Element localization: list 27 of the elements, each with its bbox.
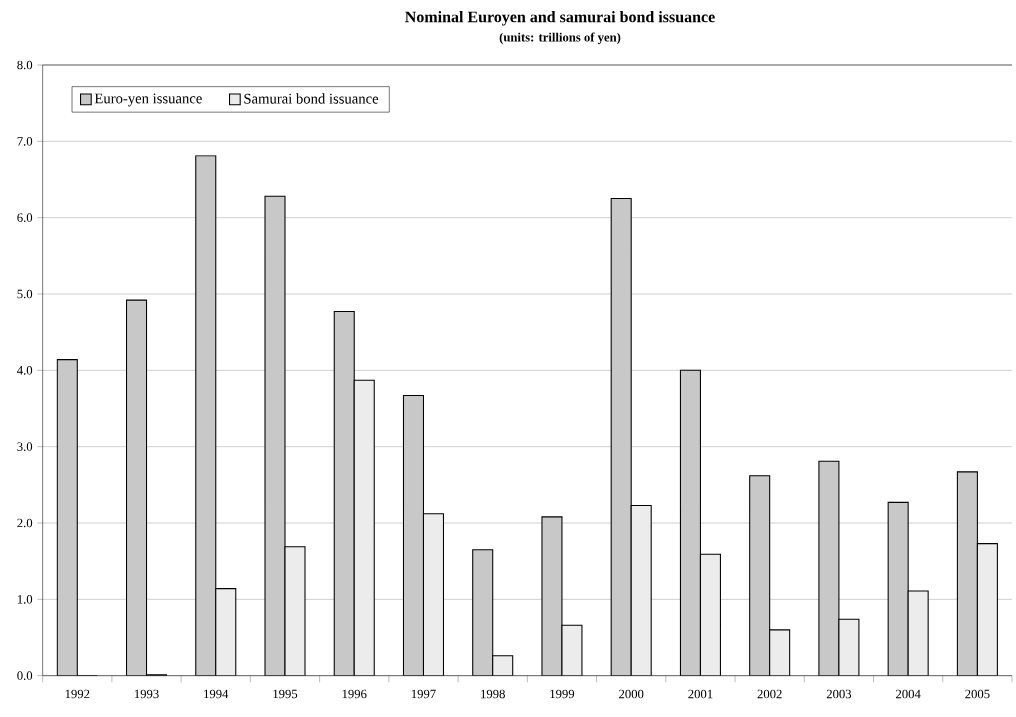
x-tick-label: 2004 xyxy=(896,689,921,699)
legend-label: Euro-yen issuance xyxy=(94,93,202,107)
x-tick-label: 2003 xyxy=(826,689,852,699)
y-tick-label: 7.0 xyxy=(17,137,33,146)
y-tick-label: 6.0 xyxy=(17,213,33,222)
x-tick-label: 1997 xyxy=(411,689,436,699)
x-tick-label: 2001 xyxy=(688,689,713,699)
y-tick-label: 3.0 xyxy=(17,442,33,451)
y-tick-label: 0.0 xyxy=(17,671,33,680)
x-tick-label: 1999 xyxy=(550,689,575,699)
x-tick-label: 2002 xyxy=(757,689,782,699)
x-tick-label: 1998 xyxy=(481,689,505,699)
x-tick-label: 1992 xyxy=(65,689,90,699)
x-tick-label: 2005 xyxy=(965,689,990,699)
y-tick-label: 4.0 xyxy=(17,366,33,375)
x-tick-label: 2000 xyxy=(619,689,644,699)
x-tick-label: 1994 xyxy=(204,689,229,699)
chart-subtitle: (units: trillions of yen) xyxy=(499,32,621,45)
legend-label: Samurai bond issuance xyxy=(244,93,379,104)
x-tick-label: 1993 xyxy=(134,689,159,699)
chart-title: Nominal Euroyen and samurai bond issuance xyxy=(405,11,715,26)
y-tick-label: 1.0 xyxy=(17,595,33,604)
y-tick-label: 8.0 xyxy=(17,60,33,70)
x-tick-label: 1995 xyxy=(273,689,298,699)
y-tick-label: 5.0 xyxy=(17,289,33,299)
y-tick-label: 2.0 xyxy=(17,518,33,528)
x-tick-label: 1996 xyxy=(342,689,367,699)
